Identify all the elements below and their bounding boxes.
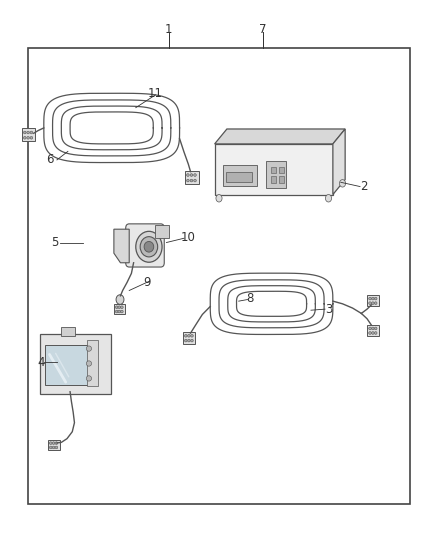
Ellipse shape bbox=[86, 361, 92, 366]
Bar bbox=[28, 48, 410, 504]
Text: 3: 3 bbox=[325, 303, 332, 316]
Ellipse shape bbox=[86, 376, 92, 381]
Ellipse shape bbox=[194, 174, 196, 176]
Ellipse shape bbox=[27, 136, 29, 139]
Ellipse shape bbox=[369, 297, 371, 300]
Ellipse shape bbox=[49, 446, 52, 449]
Ellipse shape bbox=[190, 179, 193, 182]
Polygon shape bbox=[333, 129, 345, 195]
Ellipse shape bbox=[374, 302, 377, 304]
Ellipse shape bbox=[49, 442, 52, 445]
Ellipse shape bbox=[24, 136, 26, 139]
Ellipse shape bbox=[115, 306, 118, 309]
FancyBboxPatch shape bbox=[40, 334, 111, 394]
Ellipse shape bbox=[371, 297, 374, 300]
FancyBboxPatch shape bbox=[61, 327, 75, 336]
Ellipse shape bbox=[191, 335, 193, 337]
FancyBboxPatch shape bbox=[367, 325, 379, 336]
Ellipse shape bbox=[86, 346, 92, 351]
Ellipse shape bbox=[371, 332, 374, 334]
Ellipse shape bbox=[118, 310, 120, 313]
Ellipse shape bbox=[30, 131, 33, 134]
Ellipse shape bbox=[184, 340, 187, 342]
Ellipse shape bbox=[374, 327, 377, 330]
Polygon shape bbox=[215, 129, 345, 144]
Ellipse shape bbox=[52, 442, 55, 445]
Ellipse shape bbox=[190, 174, 193, 176]
FancyBboxPatch shape bbox=[126, 224, 164, 267]
Text: 6: 6 bbox=[46, 154, 54, 166]
Bar bbox=[215, 144, 333, 195]
FancyBboxPatch shape bbox=[48, 440, 60, 450]
Ellipse shape bbox=[136, 231, 162, 262]
Ellipse shape bbox=[371, 327, 374, 330]
FancyBboxPatch shape bbox=[185, 171, 199, 184]
FancyBboxPatch shape bbox=[223, 165, 257, 186]
FancyBboxPatch shape bbox=[22, 128, 35, 141]
FancyBboxPatch shape bbox=[114, 304, 125, 314]
Ellipse shape bbox=[187, 179, 189, 182]
Bar bbox=[279, 176, 284, 183]
Circle shape bbox=[339, 180, 346, 187]
Ellipse shape bbox=[144, 241, 154, 252]
Ellipse shape bbox=[115, 310, 118, 313]
Polygon shape bbox=[114, 229, 129, 263]
Bar bbox=[271, 167, 276, 173]
Ellipse shape bbox=[55, 446, 58, 449]
FancyBboxPatch shape bbox=[155, 225, 169, 238]
Ellipse shape bbox=[369, 302, 371, 304]
Ellipse shape bbox=[187, 174, 189, 176]
Ellipse shape bbox=[55, 442, 58, 445]
Ellipse shape bbox=[369, 332, 371, 334]
Text: 1: 1 bbox=[165, 23, 173, 36]
Ellipse shape bbox=[191, 340, 193, 342]
Ellipse shape bbox=[116, 295, 124, 304]
Text: 9: 9 bbox=[143, 276, 151, 289]
Text: 7: 7 bbox=[259, 23, 267, 36]
Ellipse shape bbox=[371, 302, 374, 304]
Ellipse shape bbox=[374, 297, 377, 300]
Bar bbox=[279, 167, 284, 173]
Ellipse shape bbox=[27, 131, 29, 134]
Circle shape bbox=[216, 195, 222, 202]
Ellipse shape bbox=[184, 335, 187, 337]
Bar bbox=[87, 340, 98, 386]
Ellipse shape bbox=[118, 306, 120, 309]
Bar bbox=[226, 172, 252, 182]
Bar bbox=[271, 176, 276, 183]
Ellipse shape bbox=[187, 335, 190, 337]
Text: 5: 5 bbox=[51, 236, 58, 249]
Ellipse shape bbox=[140, 237, 158, 257]
Ellipse shape bbox=[194, 179, 196, 182]
Text: 2: 2 bbox=[360, 180, 367, 193]
Ellipse shape bbox=[30, 136, 33, 139]
Ellipse shape bbox=[374, 332, 377, 334]
Text: 4: 4 bbox=[38, 356, 46, 369]
Ellipse shape bbox=[52, 446, 55, 449]
Ellipse shape bbox=[369, 327, 371, 330]
Text: 11: 11 bbox=[148, 87, 163, 100]
Ellipse shape bbox=[187, 340, 190, 342]
Text: 8: 8 bbox=[246, 292, 253, 305]
FancyBboxPatch shape bbox=[266, 161, 286, 188]
Bar bbox=[45, 345, 89, 385]
Ellipse shape bbox=[120, 306, 123, 309]
FancyBboxPatch shape bbox=[367, 295, 379, 306]
Ellipse shape bbox=[24, 131, 26, 134]
FancyBboxPatch shape bbox=[183, 332, 195, 344]
Ellipse shape bbox=[120, 310, 123, 313]
Text: 10: 10 bbox=[181, 231, 196, 244]
Circle shape bbox=[325, 195, 332, 202]
